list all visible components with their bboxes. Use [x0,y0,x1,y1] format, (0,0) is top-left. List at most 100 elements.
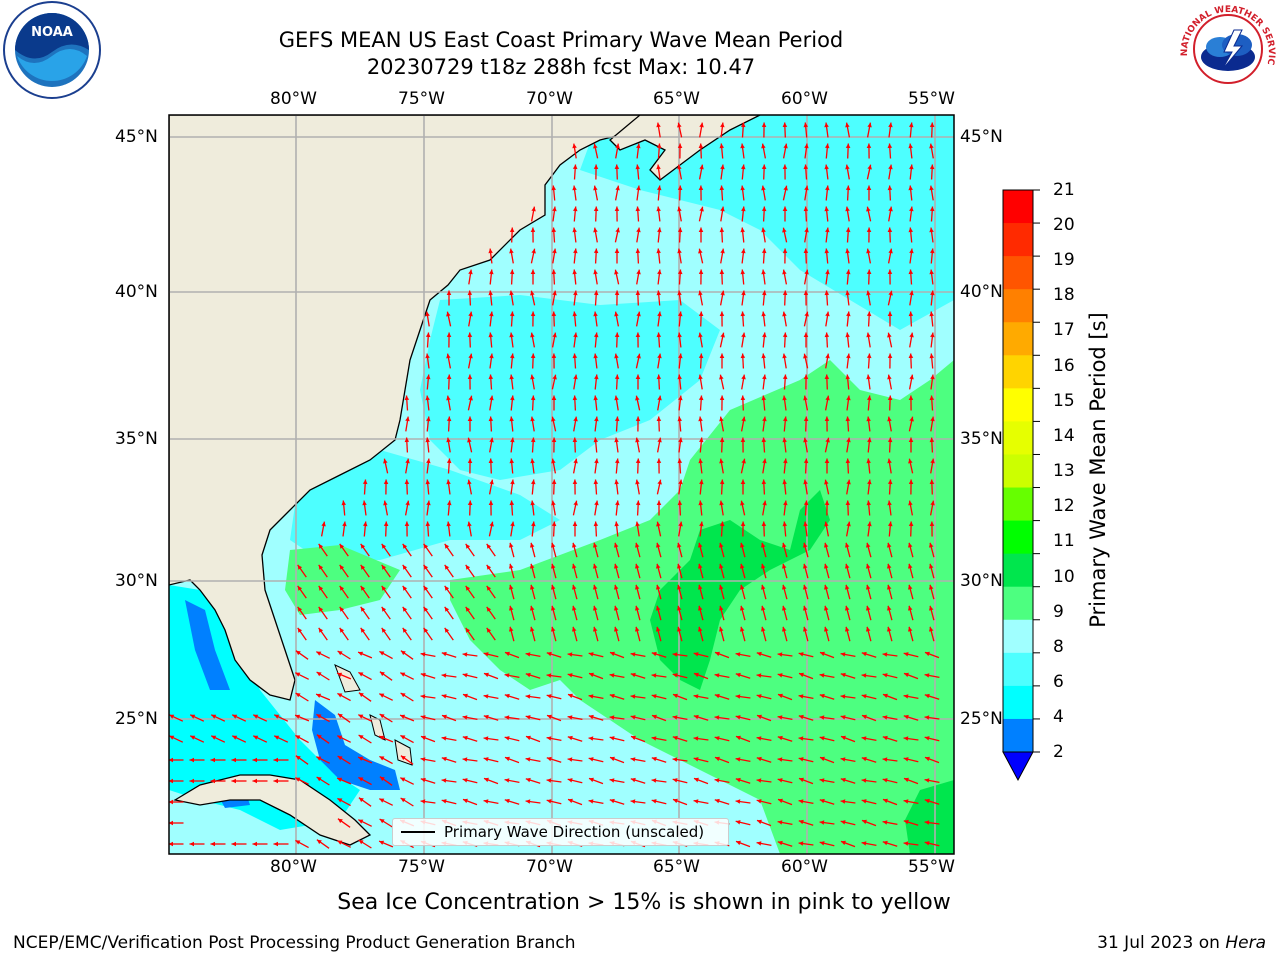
wave-arrow-head [635,332,641,337]
wave-arrow-head [593,164,599,169]
wave-arrow-head [909,122,914,128]
wave-arrow-head [909,206,914,212]
wave-arrow-head [510,437,515,443]
wave-arrow-head [318,627,324,633]
wave-arrow-head [824,206,829,212]
wave-arrow-head [635,248,641,254]
wave-arrow-head [929,437,935,443]
wave-arrow-head [316,777,322,782]
wave-arrow-head [614,248,620,253]
wave-arrow-head [866,584,871,590]
map-frame [168,114,955,855]
wave-arrow-head [693,736,699,741]
wave-arrow-head [404,521,410,526]
legend-line-swatch [401,831,435,833]
wave-arrow-head [589,777,594,783]
cb-tick-14: 14 [1053,426,1075,446]
wave-arrow-head [657,227,662,233]
lat-label-left-35: 35°N [115,429,158,449]
wave-arrow-head [441,799,447,804]
wave-arrow-head [635,605,640,611]
wave-arrow-head [735,672,741,678]
wave-arrow-head [614,563,619,569]
wave-arrow-head [525,672,531,678]
wave-arrow-head [867,122,872,128]
wave-arrow-head [866,248,871,254]
wave-arrow-head [525,777,531,783]
wave-arrow-head [736,735,741,741]
wave-arrow-head [530,332,535,338]
wave-arrow-head [798,736,804,741]
wave-arrow-head [761,521,767,526]
wave-arrow-head [840,672,846,678]
wave-arrow-head [400,714,406,719]
wave-arrow-head [446,332,452,337]
wave-arrow-head [444,543,450,549]
wave-arrow-head [337,756,343,761]
footer-branch: NCEP/EMC/Verification Post Processing Pr… [13,933,576,953]
wave-arrow-head [337,798,343,803]
wave-arrow-head [887,479,893,485]
wave-arrow-head [887,605,892,611]
wave-arrow-head [588,757,594,762]
wave-arrow-head [593,143,598,149]
wave-arrow-head [735,799,741,804]
wave-arrow-head [820,756,825,762]
wave-arrow-head [360,564,366,570]
wave-arrow-head [908,185,913,191]
wave-arrow-head [531,248,536,254]
wave-arrow-head [210,778,215,784]
land-cuba [173,774,372,846]
wave-arrow-head [465,606,471,612]
wave-arrow-head [888,248,893,254]
wave-arrow-head [803,500,809,506]
wave-arrow-head [929,227,934,233]
noaa-logo: NOAA [0,0,104,100]
wave-arrow-head [525,799,531,804]
field-6-8s-gulf [169,585,360,830]
wave-arrow-head [804,185,809,191]
wave-arrow-head [783,458,788,464]
wave-arrow-head [530,269,536,274]
wave-arrow-head [882,673,888,678]
lat-label-right-35: 35°N [960,429,1003,449]
wave-arrow-head [656,458,662,463]
wave-arrow-head [318,564,324,570]
wave-arrow-head [929,143,934,149]
wave-arrow-head [699,164,704,170]
wave-arrow-head [803,395,808,401]
land-bahamas-3 [394,739,413,766]
wave-arrow-head [572,269,577,275]
wave-arrow-head [841,840,846,846]
wave-arrow-head [467,479,472,485]
wave-arrow-head [400,777,406,782]
wave-arrow-head [782,122,788,127]
wave-arrow-head [462,715,468,720]
wave-arrow-head [169,735,175,740]
wave-arrow-head [677,332,682,338]
wave-arrow-head [720,332,725,338]
wave-arrow-head [803,563,808,569]
wave-arrow-head [295,650,301,656]
lat-label-right-25: 25°N [960,709,1003,729]
wave-arrow-head [467,416,473,421]
wave-arrow-head [552,374,557,380]
wave-arrow-head [510,521,515,527]
wave-arrow-head [441,651,447,657]
cb-tick-2: 2 [1053,742,1064,762]
wave-arrow-head [903,841,909,846]
wave-arrow-head [593,353,598,359]
wave-arrow-head [530,374,535,380]
wave-arrow-head [509,605,514,611]
wave-arrow-head [530,500,535,506]
wave-arrow-head [274,714,280,719]
wave-arrow-head [698,290,703,296]
wave-arrow-head [486,564,492,570]
wave-arrow-head [546,673,552,678]
wave-arrow-head [383,521,389,526]
wave-arrow-head [903,757,909,762]
wave-arrow-head [719,143,724,149]
wave-arrow-head [530,290,535,296]
wave-arrow-head [845,227,851,233]
wave-arrow-head [509,458,514,464]
